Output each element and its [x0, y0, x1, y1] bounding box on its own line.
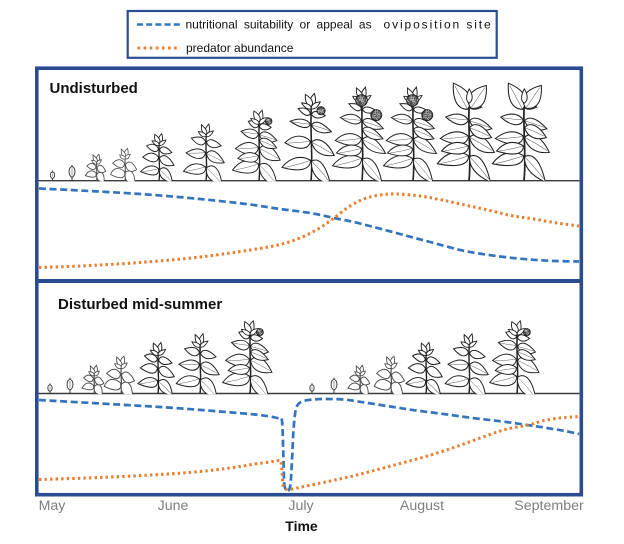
svg-text:September: September [514, 498, 584, 514]
svg-text:July: July [288, 498, 314, 514]
svg-text:nutritional suitability or app: nutritional suitability or appeal as [186, 18, 372, 32]
svg-text:oviposition site: oviposition site [384, 18, 493, 32]
svg-text:May: May [39, 498, 67, 514]
svg-text:Time: Time [285, 518, 318, 534]
svg-text:Disturbed mid-summer: Disturbed mid-summer [58, 296, 222, 313]
svg-text:August: August [400, 498, 444, 514]
svg-text:predator abundance: predator abundance [186, 41, 294, 55]
svg-text:Undisturbed: Undisturbed [50, 80, 138, 97]
svg-text:June: June [158, 498, 189, 514]
